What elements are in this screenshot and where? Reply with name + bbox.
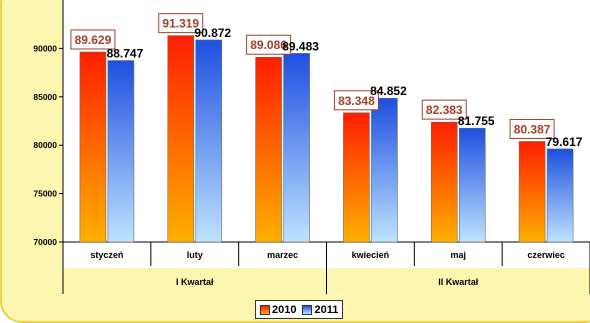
data-label-box-2010 <box>421 99 467 120</box>
bar-2010 <box>79 51 107 243</box>
bar-2010 <box>255 56 282 243</box>
data-label-2011: 81.755 <box>458 114 495 128</box>
legend: 2010 2011 <box>255 300 344 319</box>
bar-2011 <box>546 148 574 243</box>
x-category-label: maj <box>450 250 466 260</box>
legend-item-2011: 2011 <box>302 304 338 316</box>
data-label-2010: 82.383 <box>426 103 463 117</box>
legend-item-2010: 2010 <box>260 304 296 316</box>
data-label-2011: 88.747 <box>107 47 144 61</box>
y-tick-label: 90000 <box>33 43 57 53</box>
x-category-label: czerwiec <box>527 250 565 260</box>
y-tick-label: 75000 <box>33 189 57 199</box>
data-label-2010: 80.387 <box>514 122 551 136</box>
data-label-box-2010 <box>158 13 204 34</box>
data-label-box-2010 <box>70 29 116 50</box>
data-label-2011: 79.617 <box>546 135 583 149</box>
x-group-label: I Kwartał <box>176 277 214 287</box>
bar-2011 <box>107 60 135 243</box>
bar-2010 <box>167 35 195 243</box>
data-label-2010: 83.348 <box>338 94 375 108</box>
legend-swatch-2011 <box>302 304 313 315</box>
bar-2011 <box>458 127 486 243</box>
data-label-box-2010 <box>333 90 379 111</box>
bar-2011 <box>283 53 310 243</box>
data-label-2011: 90.872 <box>194 26 231 40</box>
x-category-label: styczeń <box>90 250 123 260</box>
x-category-label: kwiecień <box>352 250 390 260</box>
bar-2011 <box>195 39 223 243</box>
legend-label-2011: 2011 <box>314 303 339 316</box>
data-label-2010: 91.319 <box>162 17 199 31</box>
plot-area <box>63 0 590 268</box>
axes: 70000 75000 80000 85000 90000 styczeń luty marz… <box>33 0 590 294</box>
data-label-2011: 84.852 <box>370 84 407 98</box>
bar-2010 <box>430 121 458 243</box>
y-tick-label: 85000 <box>33 92 57 102</box>
legend-label-2010: 2010 <box>272 303 297 316</box>
y-tick-label: 80000 <box>33 140 57 150</box>
bar-2010 <box>518 141 546 243</box>
bars <box>79 35 574 243</box>
data-label-2011: 89.483 <box>282 39 319 53</box>
legend-swatch-2010 <box>260 304 270 315</box>
y-tick-label: 70000 <box>33 237 57 247</box>
x-category-label: luty <box>187 250 203 260</box>
data-label-box-2010 <box>509 118 555 139</box>
bar-2010 <box>343 112 370 243</box>
x-group-label: II Kwartał <box>438 277 479 287</box>
data-label-box-2010 <box>246 34 292 55</box>
x-category-label: marzec <box>267 250 298 260</box>
data-label-2010: 89.086 <box>250 38 287 52</box>
data-label-2010: 89.629 <box>75 33 112 47</box>
bar-2011 <box>371 97 398 243</box>
